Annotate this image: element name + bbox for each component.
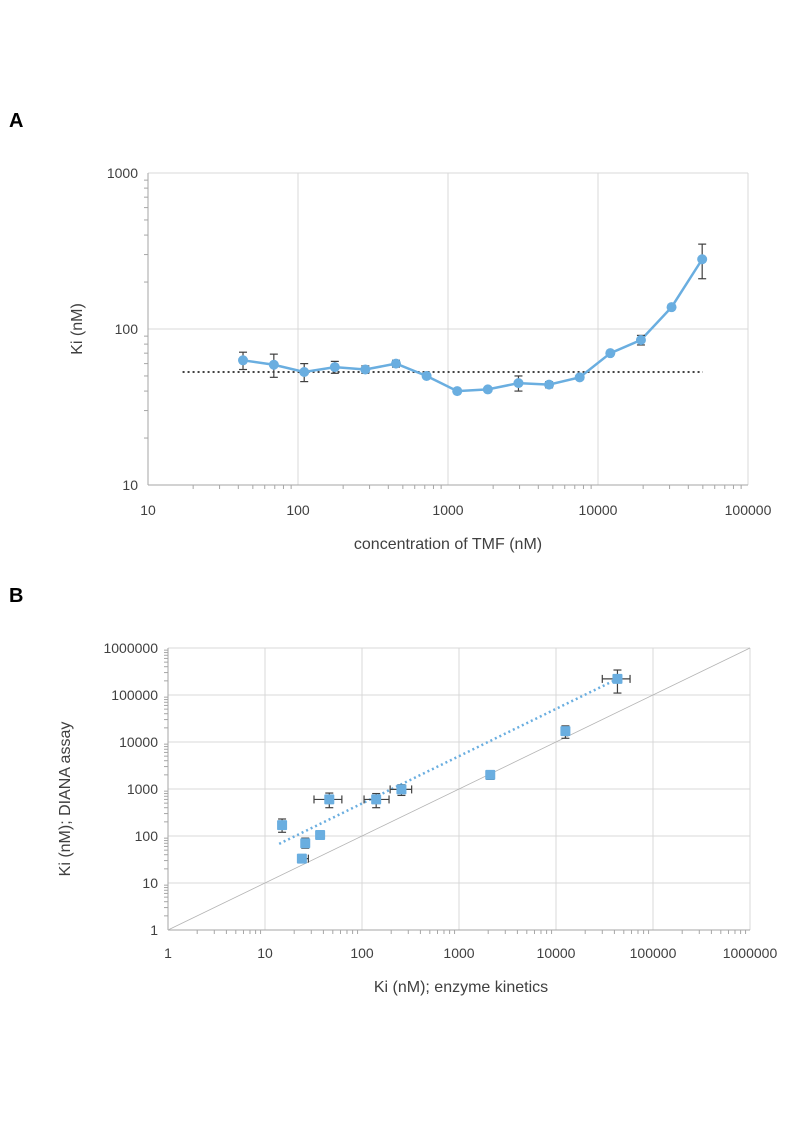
x-tick-label: 100000: [630, 945, 677, 961]
x-tick-label: 1000000: [723, 945, 778, 961]
data-point: [612, 673, 623, 684]
data-point: [452, 386, 463, 397]
data-point: [268, 359, 279, 370]
data-point: [238, 355, 249, 366]
data-point: [329, 362, 340, 373]
series-line: [242, 258, 704, 393]
y-tick-label: 1000: [107, 165, 138, 181]
data-point: [296, 853, 307, 864]
y-tick-label: 10000: [119, 734, 158, 750]
data-point: [635, 335, 646, 346]
x-tick-label: 1: [164, 945, 172, 961]
data-point: [513, 378, 524, 389]
data-point: [666, 302, 677, 313]
x-axis-label: concentration of TMF (nM): [354, 536, 542, 553]
data-point: [277, 820, 288, 831]
identity-line: [167, 647, 751, 931]
data-point: [605, 348, 616, 359]
data-point: [485, 769, 496, 780]
y-tick-label: 10: [142, 875, 158, 891]
x-tick-label: 100: [350, 945, 374, 961]
y-tick-label: 100: [135, 828, 159, 844]
y-tick-label: 1000: [127, 781, 158, 797]
y-axis-label: Ki (nM); DIANA assay: [57, 722, 74, 877]
data-point: [324, 794, 335, 805]
chart-a: 10 100 1000 10000 100000 10 100 1000 concentrati…: [69, 165, 772, 553]
x-tick-label: 1000: [443, 945, 474, 961]
x-tick-label: 10000: [579, 502, 618, 518]
data-point: [300, 838, 311, 849]
data-point: [697, 254, 708, 265]
panel-b-label: B: [9, 585, 24, 607]
x-tick-label: 10: [140, 502, 156, 518]
data-point: [360, 364, 371, 375]
y-tick-label: 1: [150, 922, 158, 938]
y-tick-label: 100: [115, 321, 139, 337]
y-axis-label: Ki (nM): [69, 303, 86, 355]
x-tick-label: 100000: [725, 502, 772, 518]
data-point: [315, 830, 326, 841]
x-tick-label: 1000: [432, 502, 463, 518]
x-tick-label: 100: [286, 502, 310, 518]
data-point: [299, 367, 310, 378]
x-tick-label: 10: [257, 945, 273, 961]
y-tick-label: 1000000: [103, 640, 158, 656]
data-point: [560, 726, 571, 737]
data-point: [421, 370, 432, 381]
trendline: [278, 677, 618, 845]
data-point: [371, 794, 382, 805]
data-point: [482, 384, 493, 395]
y-tick-label: 10: [122, 477, 138, 493]
data-point: [396, 784, 407, 795]
x-tick-label: 10000: [537, 945, 576, 961]
data-point: [390, 358, 401, 369]
data-point: [574, 372, 585, 383]
panel-a-label: A: [9, 110, 24, 132]
y-tick-label: 100000: [111, 687, 158, 703]
x-axis-label: Ki (nM); enzyme kinetics: [374, 979, 548, 996]
data-point: [544, 379, 555, 390]
